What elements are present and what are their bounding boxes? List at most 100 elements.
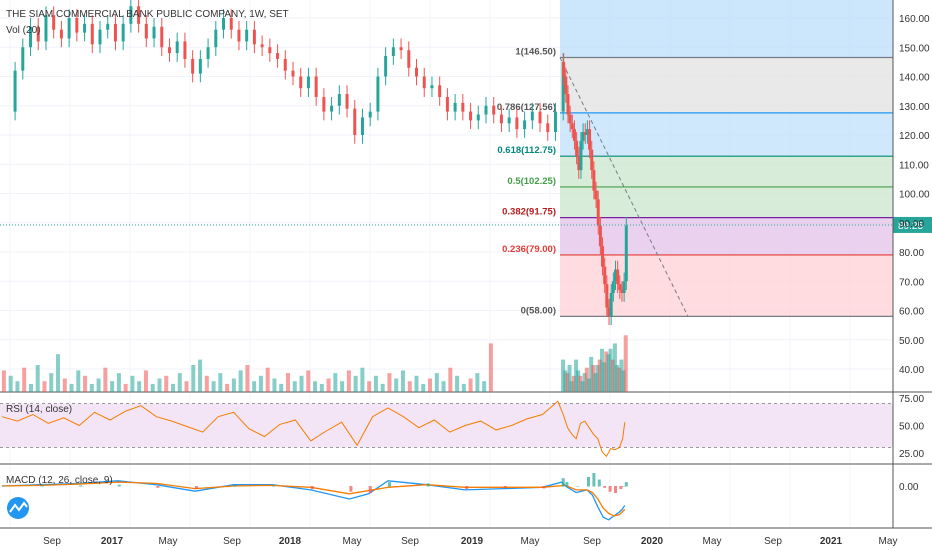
price-tick-label: 160.00 xyxy=(899,14,930,25)
time-tick-label: May xyxy=(879,536,898,547)
volume-bar xyxy=(258,375,263,392)
rsi-label: RSI (14, close) xyxy=(6,404,72,415)
candle-body xyxy=(523,120,527,130)
candle-body xyxy=(399,47,403,51)
candle-body xyxy=(229,18,233,30)
price-tick-label: 90.00 xyxy=(899,219,924,230)
candle-body xyxy=(368,111,372,118)
volume-bar xyxy=(285,373,290,392)
candle-body xyxy=(252,29,256,45)
macd-histogram-bar xyxy=(40,485,44,487)
price-tick-label: 110.00 xyxy=(899,160,929,171)
candle-body xyxy=(484,105,488,115)
macd-histogram-bar xyxy=(195,486,198,490)
volume-bar xyxy=(488,343,493,392)
candle-body xyxy=(577,155,581,171)
candle-body xyxy=(360,117,364,135)
volume-bar xyxy=(143,370,148,392)
volume-bar xyxy=(225,383,230,392)
candle-body xyxy=(306,76,310,89)
candle-body xyxy=(507,117,511,124)
volume-bar xyxy=(606,354,611,392)
candle-body xyxy=(590,149,594,171)
candle-body xyxy=(594,190,598,200)
candle-body xyxy=(75,18,79,33)
candle-body xyxy=(592,170,596,191)
volume-bar xyxy=(563,370,568,392)
macd-histogram-bar xyxy=(565,482,569,487)
volume-bar xyxy=(580,381,585,392)
volume-bar xyxy=(279,383,284,392)
macd-histogram-bar xyxy=(156,486,160,488)
volume-bar xyxy=(171,383,175,392)
candle-body xyxy=(614,269,617,282)
volume-bar xyxy=(595,365,600,392)
volume-bar xyxy=(218,373,223,392)
volume-bar xyxy=(593,373,598,392)
macd-histogram-bar xyxy=(619,486,623,490)
volume-bar xyxy=(407,381,412,392)
volume-label: Vol (20) xyxy=(6,25,40,36)
tradingview-logo[interactable] xyxy=(7,497,29,519)
volume-bar xyxy=(367,381,372,392)
volume-bar xyxy=(565,373,570,392)
candle-body xyxy=(596,199,600,226)
volume-bar xyxy=(428,378,433,392)
volume-bar xyxy=(238,370,243,392)
candle-body xyxy=(276,53,280,59)
volume-bar xyxy=(89,384,94,392)
time-tick-label: 2021 xyxy=(820,536,843,547)
volume-bar xyxy=(597,359,602,392)
volume-bar xyxy=(602,362,607,392)
candle-body xyxy=(106,23,110,30)
macd-histogram-bar xyxy=(561,478,565,487)
candle-body xyxy=(337,94,341,106)
macd-histogram-bar xyxy=(503,486,507,488)
volume-bar xyxy=(326,378,331,392)
candle-body xyxy=(198,58,202,74)
candle-body xyxy=(353,108,357,135)
volume-bar xyxy=(591,365,596,392)
volume-bars xyxy=(1,335,628,392)
candle-body xyxy=(476,114,480,121)
macd-histogram-bar xyxy=(117,484,121,487)
candle-body xyxy=(564,76,568,95)
macd-histogram-bar xyxy=(597,479,601,487)
macd-line xyxy=(1,480,626,521)
volume-bar xyxy=(198,359,203,392)
chart-title: THE SIAM COMMERCIAL BANK PUBLIC COMPANY,… xyxy=(6,9,289,20)
candle-body xyxy=(570,123,574,130)
macd-histogram-bar xyxy=(587,476,590,487)
rsi-tick-label: 25.00 xyxy=(899,449,924,460)
candle-body xyxy=(129,6,133,24)
volume-bar xyxy=(604,351,609,392)
candle-body xyxy=(515,117,519,130)
macd-tick-label: 0.00 xyxy=(899,482,919,493)
candle-body xyxy=(90,23,94,45)
rsi-tick-label: 50.00 xyxy=(899,422,924,433)
volume-bar xyxy=(589,356,594,392)
axes: 89.25 160.00 150.00 140.00 130.00 120.00 110.0… xyxy=(43,0,932,547)
macd-histogram-bar xyxy=(310,486,314,490)
candle-body xyxy=(314,76,318,97)
volume-bar xyxy=(62,378,67,392)
time-tick-label: Sep xyxy=(401,536,419,547)
candle-body xyxy=(98,29,102,45)
macd-histogram-bar xyxy=(272,485,276,487)
candle-body xyxy=(469,111,473,121)
candle-body xyxy=(44,15,48,42)
candle-body xyxy=(562,61,566,77)
volume-bar xyxy=(306,370,311,392)
volume-bar xyxy=(578,375,583,392)
fib-zone xyxy=(560,186,893,218)
candle-body xyxy=(67,18,71,39)
volume-bar xyxy=(292,381,297,392)
price-tick-label: 50.00 xyxy=(899,336,924,347)
volume-bar xyxy=(96,378,101,392)
macd-histogram-bar xyxy=(603,486,607,488)
volume-bar xyxy=(353,375,358,392)
candle-body xyxy=(322,96,326,112)
macd-histogram-bar xyxy=(542,486,546,489)
candle-body xyxy=(616,269,620,285)
